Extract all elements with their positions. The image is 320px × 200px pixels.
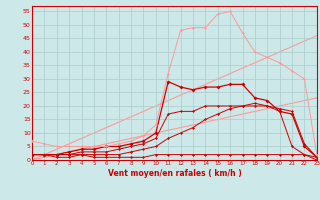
X-axis label: Vent moyen/en rafales ( km/h ): Vent moyen/en rafales ( km/h ) bbox=[108, 169, 241, 178]
